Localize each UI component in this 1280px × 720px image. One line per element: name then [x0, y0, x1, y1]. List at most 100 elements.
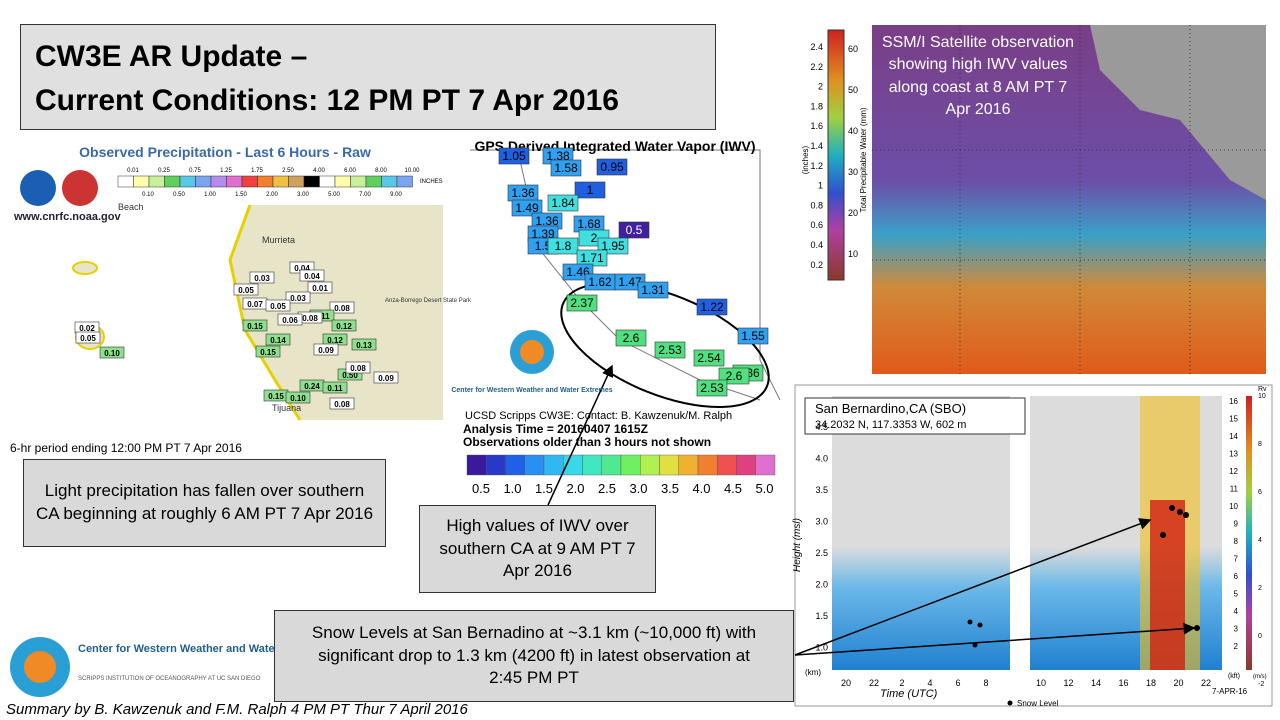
caption: High values of IWV over southern CA at 9…: [439, 515, 636, 581]
station-value: 0.11: [327, 384, 343, 393]
station-box: [285, 291, 311, 304]
y-tick: 1.0: [815, 643, 828, 653]
arrow: [794, 622, 1196, 656]
station-box: [299, 269, 325, 282]
place-name: Anza-Borrego Desert State Park: [385, 298, 472, 304]
legend-tick: 9.00: [390, 192, 402, 198]
snow-level-points: [967, 505, 1200, 648]
colorbar-swatch: [486, 454, 506, 476]
legend-tick: 1.00: [204, 192, 216, 198]
mm-tick: 30: [848, 167, 858, 177]
inch-tick: 2.2: [810, 62, 823, 72]
legend-tick: 1.75: [251, 168, 263, 174]
legend-swatch: [117, 175, 134, 188]
station-value: 0.03: [290, 294, 306, 303]
station-value: 0.04: [294, 264, 310, 273]
rv-tick: -2: [1258, 681, 1264, 688]
station-value: 0.14: [270, 336, 286, 345]
station-value: 0.08: [302, 314, 318, 323]
analysis-time: Analysis Time = 20160407 1615Z: [463, 422, 648, 436]
y-tick: 4.0: [815, 454, 828, 464]
precip-title: Observed Precipitation - Last 6 Hours - …: [79, 144, 371, 160]
station-value: 0.05: [80, 334, 96, 343]
legend-tick: 1.25: [220, 168, 232, 174]
kft-tick: 3: [1234, 625, 1239, 634]
station-value: 0.04: [304, 272, 320, 281]
station-box: [331, 319, 357, 332]
land: [1090, 25, 1266, 200]
rv-tick: 4: [1258, 537, 1262, 544]
station-value: 1.38: [546, 149, 570, 163]
colorbar-swatch: [697, 454, 718, 476]
legend-swatch: [133, 175, 150, 188]
colorbar-swatch: [736, 454, 756, 476]
station-value: 0.13: [356, 341, 372, 350]
graticule: [872, 25, 1266, 374]
station-value: 1.39: [531, 227, 555, 241]
kft-tick: 16: [1229, 397, 1238, 406]
station-value: 0.09: [318, 346, 334, 355]
station-value: 0.01: [312, 284, 328, 293]
satellite-caption: SSM/I Satellite observation showing high…: [881, 34, 1075, 119]
station-box: [329, 301, 355, 314]
colorbar-swatch: [505, 454, 525, 476]
inch-tick: 1: [818, 181, 823, 191]
inch-tick: 1.6: [810, 121, 823, 131]
legend-tick: 1.50: [235, 192, 247, 198]
station-box: [566, 294, 598, 312]
legend-tick: 7.00: [359, 192, 371, 198]
station-box: [265, 299, 291, 312]
station-value: 2: [591, 231, 598, 245]
colorbar-swatch: [543, 454, 564, 476]
station-box: [285, 391, 311, 404]
inch-tick: 2.4: [810, 42, 823, 52]
period: 6-hr period ending 12:00 PM PT 7 Apr 201…: [10, 441, 242, 455]
station-box: [233, 283, 259, 296]
caption-box: Snow Levels at San Bernadino at ~3.1 km …: [274, 610, 794, 702]
place-name: Beach: [118, 202, 144, 212]
mm-tick: 10: [848, 249, 858, 259]
iwv-colorbar: [466, 454, 776, 476]
tpw-colorbar: [827, 29, 845, 281]
inch-tick: 1.4: [810, 141, 823, 151]
station-value: 1.62: [588, 275, 612, 289]
rv-tick: 10: [1258, 393, 1266, 400]
station-value: 0.15: [268, 392, 284, 401]
rv-colorbar: [1246, 396, 1252, 670]
station-value: 0.50: [342, 371, 358, 380]
x-tick: 12: [1063, 678, 1073, 688]
station-value: 2.53: [700, 381, 724, 395]
kft-tick: 12: [1229, 467, 1238, 476]
station-box: [99, 346, 125, 359]
station-box: [693, 349, 725, 367]
station-box: [373, 371, 399, 384]
station-box: [351, 338, 377, 351]
y-tick: 2.0: [815, 580, 828, 590]
legend-swatch: [381, 175, 398, 188]
legend-dot: [1007, 700, 1013, 706]
mm-label: Total Precipitable Water (mm): [859, 107, 868, 212]
rv-unit: (m/s): [1253, 674, 1267, 680]
colorbar-label: 3.5: [661, 481, 679, 496]
x-tick: 8: [983, 678, 988, 688]
colorbar-swatch: [524, 454, 545, 476]
station-value: 1.8: [555, 239, 572, 253]
station-box: [265, 333, 291, 346]
colorbar-label: 2.5: [598, 481, 616, 496]
y-tick: 2.5: [815, 548, 828, 558]
station-box: [547, 194, 579, 212]
legend-tick: 0.01: [127, 168, 139, 174]
station-value: 0.09: [378, 374, 394, 383]
kft-tick: 10: [1229, 502, 1238, 511]
station-value: 0.08: [334, 400, 350, 409]
station-box: [345, 361, 371, 374]
caption-box: Light precipitation has fallen over sout…: [23, 459, 386, 547]
station-value: 2.54: [697, 351, 721, 365]
station-value: 0.10: [290, 394, 306, 403]
station-value: 0.5: [626, 223, 643, 237]
legend-swatch: [195, 175, 212, 188]
colorbar-swatch: [659, 454, 679, 476]
colorbar-swatch: [601, 454, 622, 476]
legend-tick: 4.00: [313, 168, 325, 174]
